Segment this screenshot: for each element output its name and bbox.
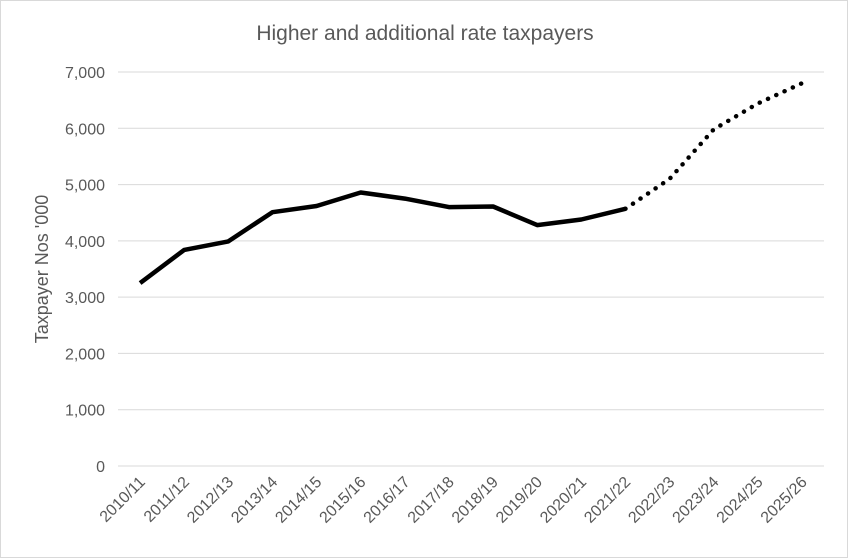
x-tick-label: 2010/11 (97, 474, 149, 526)
y-tick-label: 1,000 (65, 403, 105, 420)
x-tick-label: 2014/15 (272, 474, 325, 527)
y-tick-label: 2,000 (65, 346, 105, 363)
y-tick-labels: 0 1,000 2,000 3,000 4,000 5,000 6,000 7,000 (65, 65, 105, 476)
x-tick-label: 2012/13 (184, 474, 237, 527)
y-tick-label: 0 (96, 459, 105, 476)
y-tick-label: 5,000 (65, 178, 105, 195)
x-tick-label: 2021/22 (581, 474, 634, 527)
x-tick-label: 2024/25 (714, 474, 767, 527)
x-tick-label: 2017/18 (405, 474, 458, 527)
forecast-line (623, 81, 805, 212)
x-tick-label: 2013/14 (228, 474, 281, 527)
y-tick-label: 4,000 (65, 234, 105, 251)
x-tick-label: 2020/21 (537, 474, 590, 527)
x-tick-label: 2019/20 (493, 474, 546, 527)
x-tick-labels: 2010/112011/122012/132013/142014/152015/… (97, 474, 811, 527)
y-axis-title: Taxpayer Nos '000 (32, 195, 52, 344)
series-lines (138, 81, 805, 285)
x-tick-label: 2018/19 (449, 474, 502, 527)
gridlines (118, 71, 824, 467)
y-tick-label: 6,000 (65, 121, 105, 138)
x-tick-label: 2025/26 (758, 474, 811, 527)
chart-title: Higher and additional rate taxpayers (256, 22, 593, 45)
y-tick-label: 7,000 (65, 65, 105, 82)
y-tick-label: 3,000 (65, 290, 105, 307)
x-tick-label: 2023/24 (670, 474, 723, 527)
x-tick-label: 2015/16 (317, 474, 370, 527)
outturn-line (138, 190, 626, 285)
x-tick-label: 2016/17 (361, 474, 414, 527)
x-tick-label: 2011/12 (141, 474, 193, 526)
x-tick-label: 2022/23 (625, 474, 678, 527)
